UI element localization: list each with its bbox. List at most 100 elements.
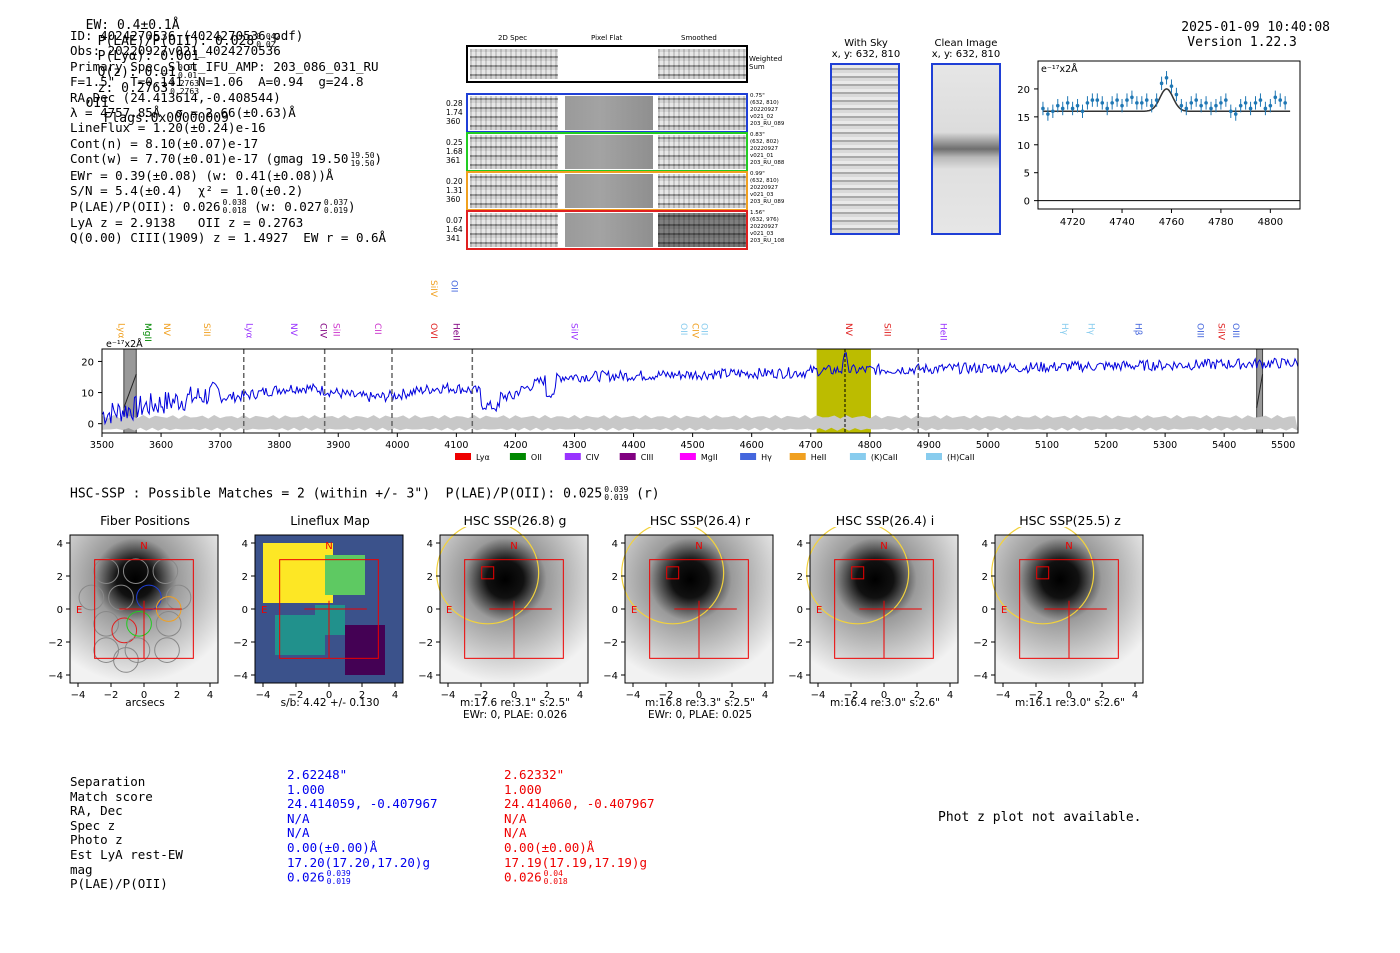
noise-band [102,415,1298,431]
cutout-right-value: v021_01 [750,153,774,159]
lineflux-hot [263,543,333,603]
hsc-xtick-label: 0 [881,690,887,701]
z-hi: 0.2763 [170,79,200,88]
line-label: HeII [938,323,948,341]
hsc-panel: N E 4 2 0 −2 −4 −4 −2 0 2 4 [973,527,1144,701]
match-value: N/A [287,810,438,827]
clean-xy: x, y: 632, 810 [931,49,1001,60]
zoom-data-point [1055,103,1060,108]
match-value: 0.026 0.039 0.019 [287,870,438,886]
hsc-xtick-label: −4 [71,690,86,701]
full-xtick-label: 4900 [917,440,941,451]
hsc-band: (r) [636,486,660,502]
line-label: OIII [1230,323,1240,338]
hsc-ytick-label: −2 [418,638,433,649]
line-label: OIII [1195,323,1205,338]
match-value: 2.62332" [504,767,655,783]
hsc-xtick-label: −4 [441,690,456,701]
ellipse [991,527,1095,625]
cutout-left-value: 1.31 [446,186,463,195]
zoom-ytick-label: 15 [1017,113,1030,124]
zoom-data-point [1041,106,1045,111]
match-value: 1.000 [504,782,655,798]
hsc-ytick-label: −4 [973,671,988,682]
hsc-ytick-label: 2 [57,572,63,583]
cutout-left-value: 1.74 [446,108,463,117]
match-value-text: 0.00(±0.00)Å [504,839,595,855]
hsc-title: HSC-SSP : Possible Matches = 2 (within +… [70,486,660,502]
match-label: RA, Dec [70,803,123,819]
frac-lo: 0.018 [543,877,568,887]
info-lyaz: LyA z = 2.9138 OII z = 0.2763 [70,215,304,231]
full-xtick-label: 4600 [740,440,764,451]
zoom-data-point [1120,103,1124,108]
cutout-right-value: 203_RU_089 [750,199,785,205]
match-value: 24.414060, -0.407967 [504,796,655,812]
zoom-data-point [1243,101,1248,105]
hsc-ytick-label: −4 [233,671,248,682]
cutout-right-value: v021_02 [750,114,774,120]
hsc-xtick-label: 2 [544,690,550,701]
cutout-right-label: 1.56" (632, 976) 20220927 v021_03 203_RU_108 [750,210,784,245]
full-xtick-label: 3500 [90,440,114,451]
line-label: SiII [882,323,892,337]
fiber-circle [113,647,139,673]
match-label: Photo z [70,832,123,848]
zoom-data-point [1273,95,1278,100]
fiber-circle [108,584,134,611]
fiber-circle [165,584,192,611]
hsc-ytick-label: −2 [603,638,618,649]
cutout-right-value: (632, 802) [750,139,779,145]
cutout-left-value: 360 [446,195,461,204]
match-value-text: 2.62248" [287,767,348,782]
cutout-flat [565,174,653,208]
legend-swatch [740,453,757,460]
line-label: HeII [450,323,460,341]
hsc-panel-title: HSC SSP(26.8) g [463,513,567,528]
line-label: OVI [428,323,438,339]
with-sky-image [830,63,900,235]
cutout-right-label: 0.75" (632, 810) 20220927 v021_02 203_RU_089 [750,93,784,128]
zoom-data-point [1140,101,1144,105]
hsc-xtick-label: 0 [141,690,147,701]
qz-lo: 0.01 [177,71,198,80]
zoom-data-point [1228,109,1233,114]
clean-label: Clean Image [934,38,998,49]
hsc-xtick-label: −2 [289,690,304,701]
match-box [1036,566,1050,580]
match-frac: 0.04 0.018 [544,870,568,886]
zoom-line-chart: 0 5 10 15 20 4720 4740 4760 4780 4800 e⁻¹⁷x2Å [1017,60,1301,228]
line-label: MgII [142,323,152,342]
hsc-title-text: HSC-SSP : Possible Matches = 2 (within +… [70,486,603,502]
cutout-right-value: v021_03 [750,192,774,198]
cutout-left-value: 360 [446,117,461,126]
weighted-flat [560,49,656,79]
zoom-data-point [1125,98,1129,102]
zoom-data-point [1278,98,1283,102]
plae-hi: 0.042 [256,32,281,41]
match-value: 0.00(±0.00)Å [504,839,655,856]
hsc-panel-title: HSC SSP(26.4) i [835,513,935,528]
cutout-left-value: 0.20 [446,177,463,186]
cutout-right-value: 0.75" [750,93,765,99]
fiber-circle [136,584,162,611]
legend-label: CIV [586,453,600,462]
contw-lo: 19.50 [350,158,375,168]
info-contw: Cont(w) = 7.70(±0.01)e-17 (gmag 19.50 19.… [70,151,386,168]
east-label: E [1001,605,1007,616]
zoom-data-point [1149,103,1154,108]
cutout-right-value: 203_RU_089 [750,121,785,127]
with-sky-title: With Sky x, y: 632, 810 [828,38,904,60]
legend-label: MgII [701,453,718,462]
cutout-smooth [658,213,746,247]
cutout-right-value: 20220927 [750,146,778,152]
hsc-caption: m:17.6 re:3.1" s:2.5" EWr: 0, PLAE: 0.026 [440,697,590,721]
match-value-text: N/A [287,810,310,826]
with-sky-label: With Sky [844,38,888,49]
z-lo: 0.2763 [170,87,200,96]
zoom-data-point [1164,75,1169,80]
full-xtick-label: 3700 [208,440,232,451]
hsc-panel-title: Fiber Positions [100,513,190,528]
plae-w: (w: 0.027 [254,198,322,214]
clean-title: Clean Image x, y: 632, 810 [926,38,1006,60]
